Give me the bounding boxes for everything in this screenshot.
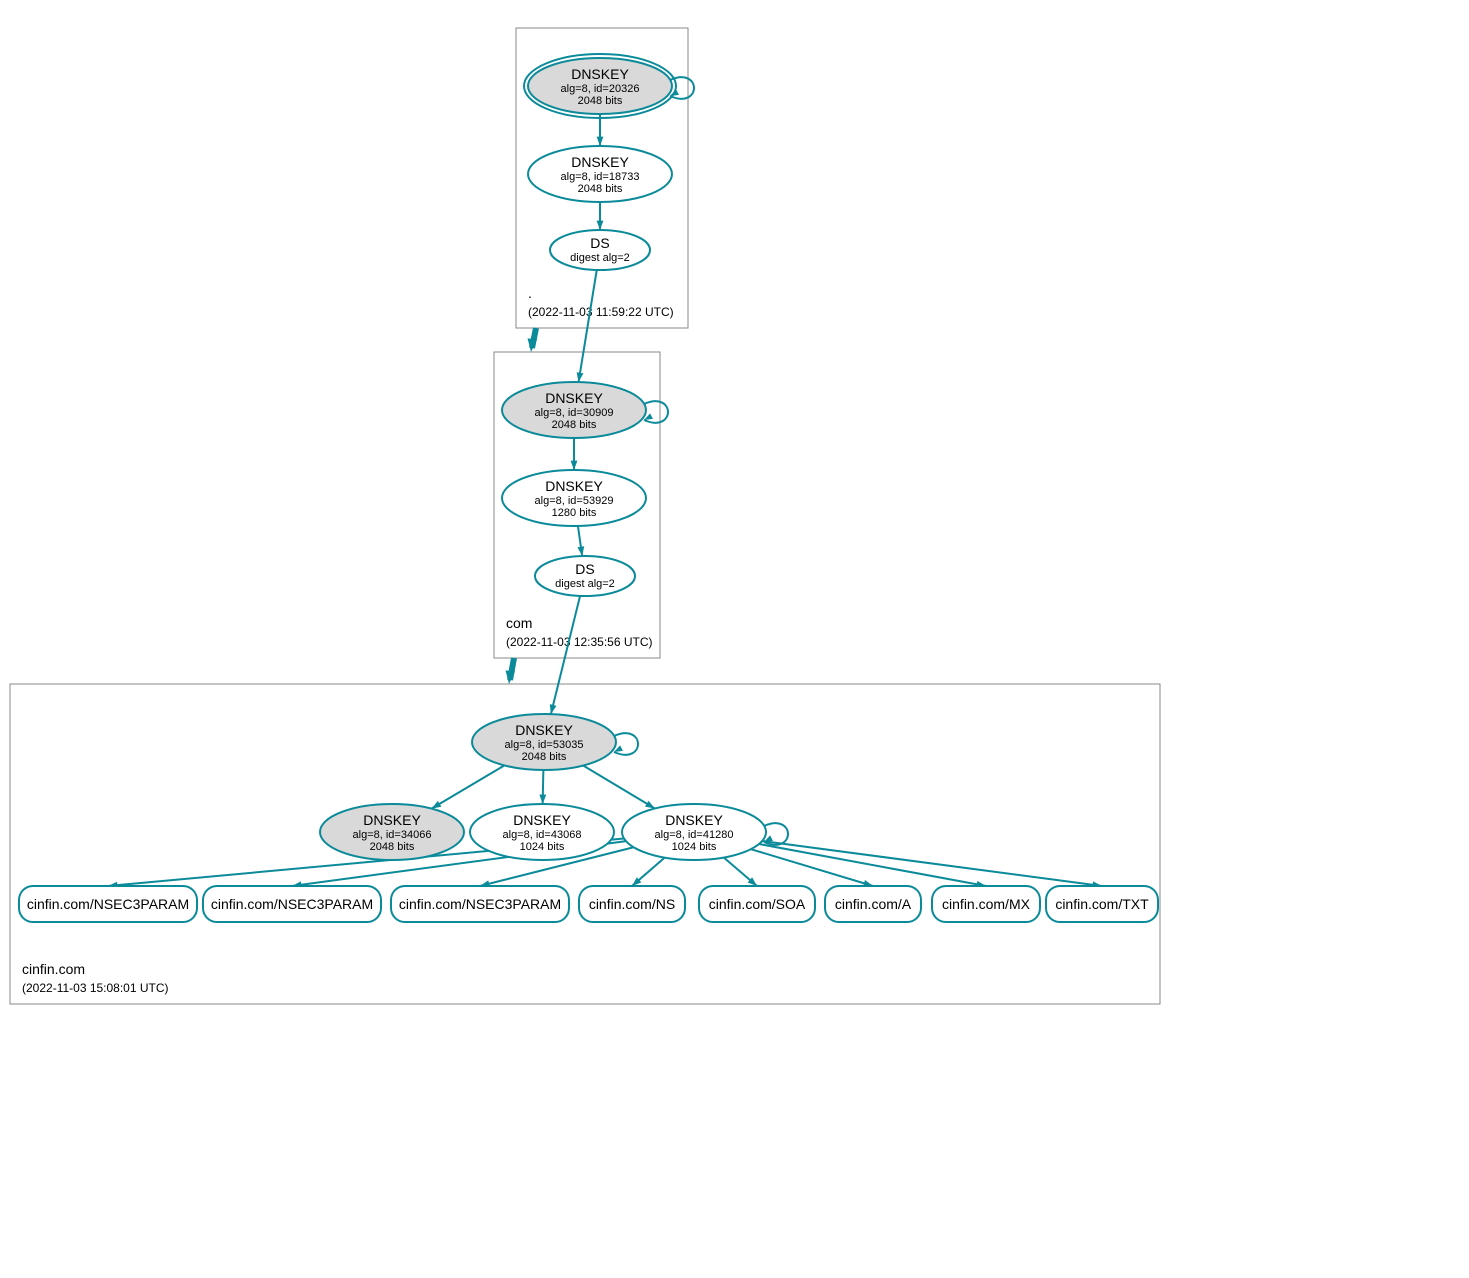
node-line3: 2048 bits	[522, 751, 567, 763]
rr-leaf-label: cinfin.com/TXT	[1055, 896, 1149, 912]
rr-leaf-label: cinfin.com/NSEC3PARAM	[211, 896, 373, 912]
node-line2: alg=8, id=41280	[655, 829, 734, 841]
rr-leaf-label: cinfin.com/MX	[942, 896, 1031, 912]
node-line2: alg=8, id=53035	[505, 739, 584, 751]
node-title: DNSKEY	[571, 66, 629, 82]
node-line2: alg=8, id=30909	[535, 407, 614, 419]
node-line2: alg=8, id=34066	[353, 829, 432, 841]
edge	[579, 270, 597, 382]
node-title: DNSKEY	[363, 812, 421, 828]
node-line2: alg=8, id=43068	[503, 829, 582, 841]
zone-label-com: com	[506, 615, 532, 631]
zone-timestamp-com: (2022-11-03 12:35:56 UTC)	[506, 635, 653, 649]
node-title: DNSKEY	[665, 812, 723, 828]
node-line3: 1024 bits	[520, 841, 565, 853]
node-line2: alg=8, id=53929	[535, 495, 614, 507]
rr-leaf-label: cinfin.com/A	[835, 896, 912, 912]
node-title: DS	[590, 235, 609, 251]
rr-leaf-label: cinfin.com/SOA	[709, 896, 806, 912]
node-title: DNSKEY	[571, 154, 629, 170]
node-title: DNSKEY	[513, 812, 571, 828]
node-title: DNSKEY	[515, 722, 573, 738]
edge	[583, 765, 655, 808]
edge	[551, 596, 580, 714]
zone-label-cinfin: cinfin.com	[22, 961, 85, 977]
node-title: DNSKEY	[545, 390, 603, 406]
node-line3: 2048 bits	[370, 841, 415, 853]
node-line3: 2048 bits	[578, 95, 623, 107]
edge-to-leaf	[759, 844, 986, 886]
edge	[432, 765, 505, 808]
node-line2: digest alg=2	[555, 578, 615, 590]
node-line3: 2048 bits	[578, 183, 623, 195]
rr-leaf-label: cinfin.com/NSEC3PARAM	[27, 896, 189, 912]
zone-timestamp-cinfin: (2022-11-03 15:08:01 UTC)	[22, 981, 169, 995]
rr-leaf-label: cinfin.com/NS	[589, 896, 675, 912]
node-line2: alg=8, id=20326	[561, 83, 640, 95]
edge-to-leaf	[762, 841, 1102, 886]
zone-timestamp-root: (2022-11-03 11:59:22 UTC)	[528, 305, 674, 319]
rr-leaf-label: cinfin.com/NSEC3PARAM	[399, 896, 561, 912]
dnssec-diagram: . (2022-11-03 11:59:22 UTC) com (2022-11-03…	[0, 0, 1469, 1278]
node-line2: digest alg=2	[570, 252, 630, 264]
node-line3: 2048 bits	[552, 419, 597, 431]
node-line3: 1024 bits	[672, 841, 717, 853]
node-title: DNSKEY	[545, 478, 603, 494]
node-line3: 1280 bits	[552, 507, 597, 519]
node-line2: alg=8, id=18733	[561, 171, 640, 183]
node-title: DS	[575, 561, 594, 577]
zone-label-root: .	[528, 285, 532, 301]
